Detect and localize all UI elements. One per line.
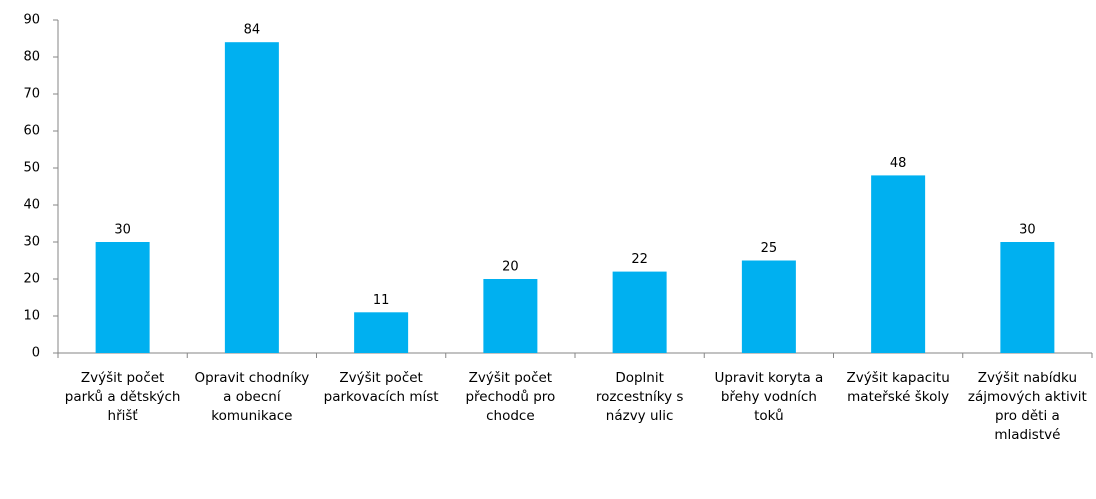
bar (1000, 242, 1055, 353)
y-tick-label: 20 (23, 272, 40, 287)
bar (224, 42, 279, 353)
bar (741, 260, 796, 353)
x-tick-label: Opravit chodníky a obecní komunikace (194, 370, 310, 424)
y-tick-label: 10 (23, 309, 40, 324)
y-tick-label: 40 (23, 198, 40, 213)
y-tick-label: 60 (23, 124, 40, 139)
y-tick-label: 50 (23, 161, 40, 176)
x-tick-label: Zvýšit počet přechodů pro chodce (465, 370, 556, 424)
data-label: 11 (373, 293, 390, 308)
bar (483, 279, 538, 353)
x-tick-label: Doplnit rozcestníky s názvy ulic (595, 370, 684, 424)
x-tick-label: Upravit koryta a břehy vodních toků (714, 370, 824, 424)
bar (95, 242, 150, 353)
data-label: 22 (631, 252, 648, 267)
y-tick-label: 70 (23, 87, 40, 102)
x-tick-label: Zvýšit kapacitu mateřské školy (846, 370, 950, 405)
data-label: 30 (114, 223, 131, 238)
y-tick-label: 90 (23, 13, 40, 28)
bar (612, 271, 667, 353)
y-tick-label: 0 (32, 346, 40, 361)
x-tick-label: Zvýšit nabídku zájmových aktivit pro dět… (967, 370, 1087, 443)
y-tick-label: 80 (23, 50, 40, 65)
data-label: 20 (502, 260, 519, 275)
bar (871, 175, 926, 353)
x-tick-label: Zvýšit počet parků a dětských hřišť (64, 370, 181, 424)
data-label: 25 (761, 241, 778, 256)
x-tick-label: Zvýšit počet parkovacích míst (323, 370, 439, 405)
data-label: 30 (1019, 223, 1036, 238)
y-tick-label: 30 (23, 235, 40, 250)
bar (354, 312, 409, 353)
data-label: 48 (890, 156, 907, 171)
data-label: 84 (244, 23, 261, 38)
